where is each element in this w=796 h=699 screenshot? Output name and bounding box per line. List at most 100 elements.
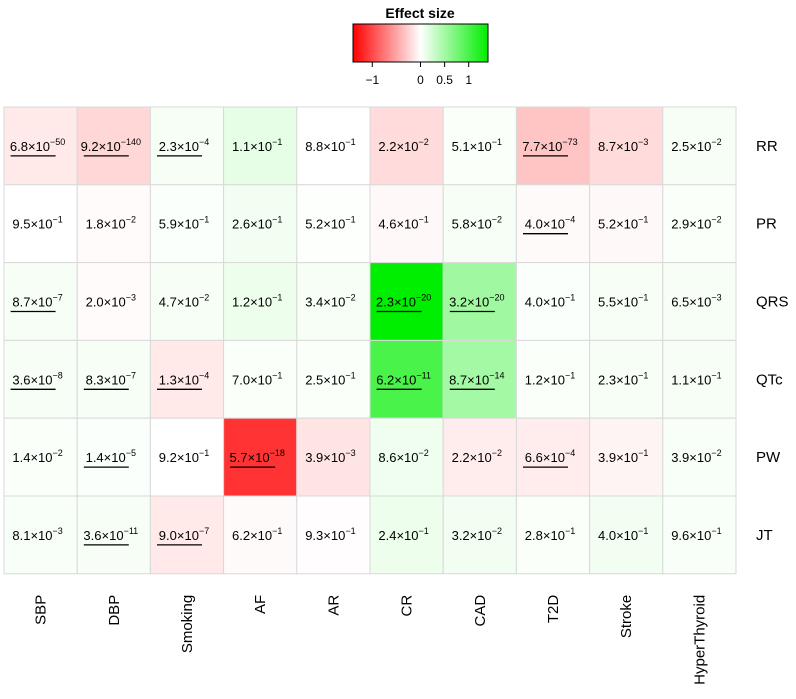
cell-pvalue: 8.3×10−7 bbox=[86, 370, 136, 387]
cell-color bbox=[296, 262, 371, 341]
pvalue-times-ten: ×10 bbox=[250, 139, 272, 154]
cell-pvalue: 2.9×10−2 bbox=[671, 215, 721, 232]
heatmap-cell: 3.9×10−2 bbox=[662, 417, 737, 497]
row-labels: RR PR QRS QTc PW JT bbox=[756, 138, 789, 544]
pvalue-times-ten: ×10 bbox=[396, 139, 418, 154]
pvalue-exponent: −8 bbox=[53, 370, 63, 380]
legend-tick-label: 0.5 bbox=[436, 73, 453, 87]
pvalue-times-ten: ×10 bbox=[104, 217, 126, 232]
pvalue-times-ten: ×10 bbox=[616, 450, 638, 465]
pvalue-times-ten: ×10 bbox=[250, 528, 272, 543]
heatmap-cell: 2.3×10−4 bbox=[149, 106, 225, 186]
heatmap-cell: 2.3×10−20 bbox=[369, 262, 444, 341]
heatmap-cell: 8.6×10−2 bbox=[369, 417, 444, 497]
pvalue-mantissa: 9.3 bbox=[305, 528, 323, 543]
cell-color bbox=[3, 106, 78, 186]
cell-pvalue: 3.4×10−2 bbox=[305, 293, 355, 310]
pvalue-mantissa: 3.2 bbox=[452, 528, 470, 543]
heatmap-cell: 1.1×10−1 bbox=[223, 106, 298, 186]
pvalue-times-ten: ×10 bbox=[30, 217, 52, 232]
cell-pvalue: 5.2×10−1 bbox=[598, 215, 648, 232]
heatmap-cell: 1.1×10−1 bbox=[662, 339, 737, 419]
pvalue-mantissa: 9.5 bbox=[12, 217, 30, 232]
pvalue-exponent: −1 bbox=[345, 137, 355, 147]
pvalue-exponent: −2 bbox=[711, 215, 721, 225]
cell-pvalue: 2.5×10−2 bbox=[671, 137, 721, 154]
pvalue-times-ten: ×10 bbox=[394, 295, 416, 310]
heatmap-cell: 4.0×10−1 bbox=[515, 262, 591, 341]
cell-color bbox=[149, 262, 225, 341]
pvalue-exponent: −1 bbox=[272, 293, 282, 303]
cell-pvalue: 9.2×10−1 bbox=[159, 448, 209, 465]
cell-pvalue: 1.1×10−1 bbox=[232, 137, 282, 154]
pvalue-exponent: −1 bbox=[272, 215, 282, 225]
pvalue-mantissa: 1.3 bbox=[159, 372, 177, 387]
heatmap-cell: 8.1×10−3 bbox=[3, 495, 78, 575]
pvalue-mantissa: 8.8 bbox=[305, 139, 323, 154]
legend-tick-label: 1 bbox=[465, 73, 472, 87]
row-label: QRS bbox=[756, 294, 789, 311]
pvalue-exponent: −1 bbox=[711, 370, 721, 380]
heatmap-cell: 1.8×10−2 bbox=[76, 184, 151, 264]
cell-color bbox=[515, 262, 591, 341]
cell-color bbox=[149, 417, 225, 497]
cell-color bbox=[296, 417, 371, 497]
pvalue-mantissa: 6.8 bbox=[10, 139, 28, 154]
cell-pvalue: 6.2×10−1 bbox=[232, 526, 282, 543]
pvalue-exponent: −4 bbox=[565, 448, 575, 458]
heatmap-cell: 4.7×10−2 bbox=[149, 262, 225, 341]
pvalue-exponent: −1 bbox=[345, 526, 355, 536]
pvalue-times-ten: ×10 bbox=[30, 372, 52, 387]
pvalue-times-ten: ×10 bbox=[616, 528, 638, 543]
pvalue-exponent: −1 bbox=[53, 215, 63, 225]
pvalue-mantissa: 2.8 bbox=[525, 528, 543, 543]
heatmap-cell: 6.6×10−4 bbox=[515, 417, 591, 497]
heatmap-cell: 2.5×10−2 bbox=[662, 106, 737, 186]
heatmap-cell: 4.6×10−1 bbox=[369, 184, 444, 264]
heatmap-cell: 2.0×10−3 bbox=[76, 262, 151, 341]
cell-color bbox=[589, 339, 664, 419]
heatmap-cell: 5.5×10−1 bbox=[589, 262, 664, 341]
pvalue-mantissa: 3.6 bbox=[12, 372, 30, 387]
heatmap-cell: 2.3×10−1 bbox=[589, 339, 664, 419]
pvalue-exponent: −11 bbox=[416, 370, 431, 380]
cell-pvalue: 2.6×10−1 bbox=[232, 215, 282, 232]
pvalue-mantissa: 9.6 bbox=[671, 528, 689, 543]
pvalue-exponent: −1 bbox=[272, 370, 282, 380]
pvalue-times-ten: ×10 bbox=[250, 372, 272, 387]
pvalue-mantissa: 8.7 bbox=[598, 139, 616, 154]
pvalue-mantissa: 5.9 bbox=[159, 217, 177, 232]
pvalue-mantissa: 7.7 bbox=[522, 139, 540, 154]
pvalue-exponent: −7 bbox=[199, 526, 209, 536]
row-label: PW bbox=[756, 449, 781, 466]
pvalue-times-ten: ×10 bbox=[543, 372, 565, 387]
cell-color bbox=[76, 417, 151, 497]
pvalue-times-ten: ×10 bbox=[30, 295, 52, 310]
cell-pvalue: 4.0×10−1 bbox=[525, 293, 575, 310]
pvalue-mantissa: 2.5 bbox=[305, 372, 323, 387]
cell-pvalue: 5.8×10−2 bbox=[452, 215, 502, 232]
pvalue-times-ten: ×10 bbox=[248, 450, 270, 465]
pvalue-times-ten: ×10 bbox=[177, 217, 199, 232]
cell-color bbox=[3, 495, 78, 575]
cell-color bbox=[662, 417, 737, 497]
heatmap-cell: 5.8×10−2 bbox=[442, 184, 517, 264]
pvalue-times-ten: ×10 bbox=[104, 450, 126, 465]
heatmap-cell: 5.7×10−18 bbox=[223, 417, 298, 497]
pvalue-exponent: −1 bbox=[419, 526, 429, 536]
heatmap-cell: 8.7×10−14 bbox=[442, 339, 517, 419]
cell-pvalue: 1.1×10−1 bbox=[671, 370, 721, 387]
pvalue-exponent: −1 bbox=[565, 293, 575, 303]
pvalue-mantissa: 2.3 bbox=[159, 139, 177, 154]
column-label: DBP bbox=[106, 595, 123, 626]
pvalue-times-ten: ×10 bbox=[177, 372, 199, 387]
heatmap-cell: 2.9×10−2 bbox=[662, 184, 737, 264]
pvalue-mantissa: 1.2 bbox=[232, 295, 250, 310]
pvalue-mantissa: 6.6 bbox=[525, 450, 543, 465]
pvalue-mantissa: 8.3 bbox=[86, 372, 104, 387]
pvalue-mantissa: 4.0 bbox=[525, 217, 543, 232]
pvalue-mantissa: 5.5 bbox=[598, 295, 616, 310]
cell-pvalue: 2.3×10−1 bbox=[598, 370, 648, 387]
pvalue-exponent: −1 bbox=[565, 526, 575, 536]
cell-pvalue: 5.1×10−1 bbox=[452, 137, 502, 154]
